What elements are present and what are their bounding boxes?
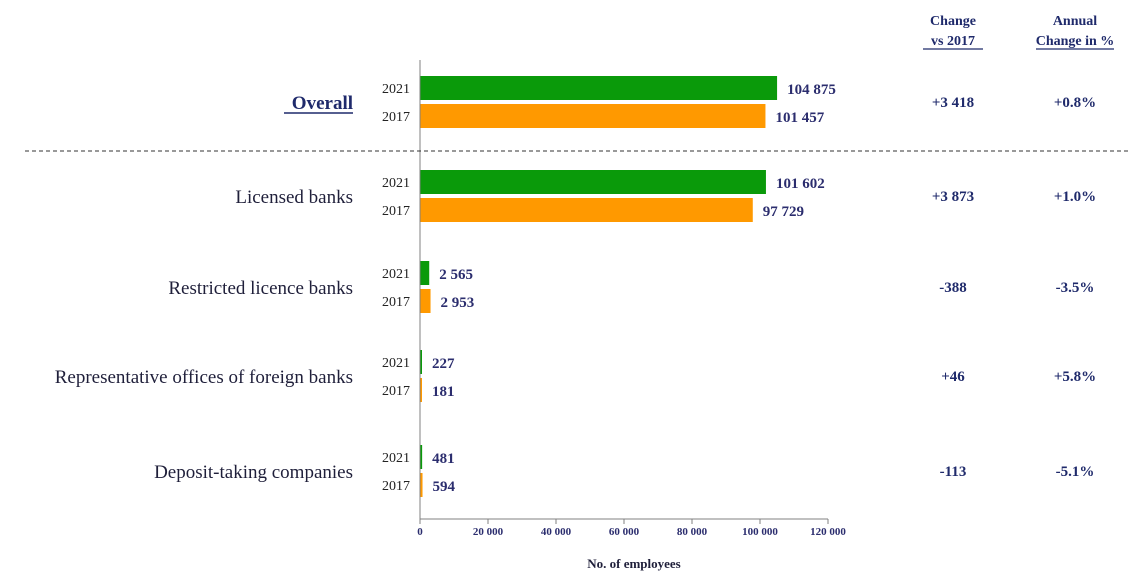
bar-value-label: 181 (432, 384, 455, 400)
bar-2017 (420, 289, 431, 313)
bar-value-label: 2 565 (439, 267, 473, 283)
x-tick-label: 80 000 (677, 526, 708, 538)
column-header-line1: Change (930, 14, 976, 29)
series-year-label: 2021 (382, 82, 410, 97)
series-year-label: 2021 (382, 176, 410, 191)
bar-2017 (420, 104, 766, 128)
series-year-label: 2021 (382, 356, 410, 371)
x-ticks: 0 20 000 40 000 60 000 80 000 100 000 120 000 (417, 519, 846, 538)
change-vs-2017-value: +3 418 (932, 95, 974, 111)
series-year-label: 2017 (382, 204, 410, 219)
bar-2017 (420, 198, 753, 222)
x-tick-label: 60 000 (609, 526, 640, 538)
bar-2021 (420, 261, 430, 285)
series-year-label: 2017 (382, 110, 410, 125)
column-header-line2: Change in % (1036, 34, 1115, 49)
bar-value-label: 101 457 (775, 110, 824, 126)
annual-change-value: +0.8% (1054, 95, 1096, 111)
x-tick-label: 20 000 (473, 526, 504, 538)
table-headers: Change vs 2017 Annual Change in % (923, 14, 1115, 50)
bar-value-label: 97 729 (763, 204, 804, 220)
bar-2021 (420, 76, 778, 100)
bar-2017 (420, 378, 422, 402)
x-tick-label: 120 000 (810, 526, 846, 538)
bar-2017 (420, 473, 423, 497)
bar-2021 (420, 170, 766, 194)
series-year-label: 2017 (382, 295, 410, 310)
bar-value-label: 2 953 (441, 295, 475, 311)
annual-change-value: +1.0% (1054, 189, 1096, 205)
category-label: Overall (292, 93, 353, 114)
category-label: Licensed banks (235, 187, 353, 208)
annual-change-value: +5.8% (1054, 369, 1096, 385)
bar-value-label: 227 (432, 356, 455, 372)
bar-value-label: 481 (432, 451, 455, 467)
series-year-label: 2021 (382, 451, 410, 466)
x-tick-label: 100 000 (742, 526, 778, 538)
bar-2021 (420, 445, 423, 469)
annual-change-value: -5.1% (1056, 464, 1095, 480)
change-vs-2017-value: -113 (940, 464, 967, 480)
change-vs-2017-value: +46 (941, 369, 965, 385)
category-label: Representative offices of foreign banks (55, 367, 353, 388)
bar-value-label: 104 875 (787, 82, 836, 98)
change-vs-2017-value: -388 (939, 280, 967, 296)
annual-change-value: -3.5% (1056, 280, 1095, 296)
series-year-label: 2017 (382, 479, 410, 494)
chart-rows: Overall 2021 104 875 2017 101 457 Licensed ba… (55, 76, 836, 497)
change-vs-2017-value: +3 873 (932, 189, 974, 205)
x-tick-label: 40 000 (541, 526, 572, 538)
bar-2021 (420, 350, 422, 374)
column-header-line2: vs 2017 (931, 34, 975, 49)
table-values: +3 418 +0.8% +3 873 +1.0% -388 -3.5% +46 +5.8% -… (932, 95, 1096, 480)
series-year-label: 2021 (382, 267, 410, 282)
category-label: Restricted licence banks (168, 278, 353, 299)
x-tick-label: 0 (417, 526, 423, 538)
x-axis-label: No. of employees (587, 556, 681, 571)
series-year-label: 2017 (382, 384, 410, 399)
column-header-line1: Annual (1053, 14, 1097, 29)
bar-value-label: 101 602 (776, 176, 825, 192)
bar-value-label: 594 (433, 479, 456, 495)
category-label: Deposit-taking companies (154, 462, 353, 483)
